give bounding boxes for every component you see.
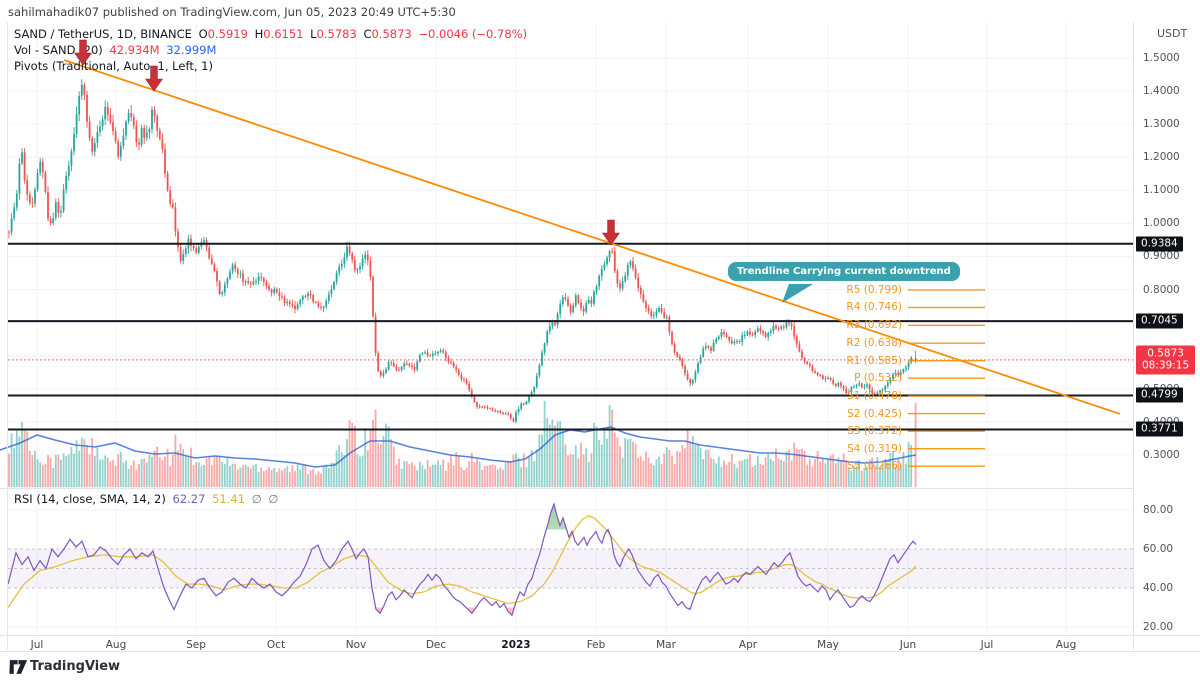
time-axis-label: Jul: [980, 639, 994, 651]
low-label: L: [310, 27, 317, 41]
trendline-callout[interactable]: Trendline Carrying current downtrend: [728, 262, 960, 281]
pivot-level-label: S1 (0.478): [847, 390, 902, 403]
gridlines: [8, 22, 1133, 635]
volume-value: 42.934M: [109, 43, 160, 57]
time-axis-label: Mar: [656, 639, 676, 651]
rsi-tick-label: 40.00: [1143, 582, 1174, 594]
open-value: 0.5919: [207, 27, 248, 41]
low-value: 0.5783: [316, 27, 357, 41]
legend-symbol-row[interactable]: SAND / TetherUS, 1D, BINANCE O0.5919 H0.…: [14, 27, 530, 41]
pivot-level-label: S4 (0.319): [847, 442, 902, 455]
price-tick-label: 1.4000: [1143, 85, 1180, 98]
rsi-ma-value: 51.41: [212, 492, 246, 506]
rsi-tick-label: 60.00: [1143, 543, 1174, 555]
legend-rsi-row[interactable]: RSI (14, close, SMA, 14, 2) 62.27 51.41 …: [14, 492, 281, 506]
pivot-level-label: P (0.532): [854, 372, 902, 385]
pivot-level-label: S2 (0.425): [847, 407, 902, 420]
price-tick-label: 1.3000: [1143, 118, 1180, 131]
time-axis-label: May: [817, 639, 839, 651]
time-axis-label: Oct: [266, 639, 286, 651]
high-label: H: [254, 27, 264, 41]
legend-volume-row[interactable]: Vol - SAND (20) 42.934M 32.999M: [14, 43, 219, 57]
price-scale-currency: USDT: [1157, 27, 1188, 40]
time-axis-label: Nov: [345, 639, 367, 651]
current-price-tag: 0.5873 08:39:15: [1136, 345, 1196, 375]
volume-ma-value: 32.999M: [166, 43, 217, 57]
time-axis-label: Dec: [425, 639, 447, 651]
rsi-empty-2: ∅: [268, 492, 279, 506]
time-axis-label: Feb: [586, 639, 606, 651]
rsi-line: [7, 502, 917, 617]
pivot-level-label: R5 (0.799): [846, 283, 902, 296]
price-level-tag: 0.7045: [1136, 313, 1183, 329]
symbol-title[interactable]: SAND / TetherUS, 1D, BINANCE: [14, 27, 192, 41]
price-tick-label: 0.9000: [1143, 250, 1180, 263]
rsi-tick-label: 80.00: [1143, 504, 1174, 516]
downtrend-trendline: [63, 59, 1121, 415]
change-value: −0.0046 (−0.78%): [418, 27, 528, 41]
price-tick-label: 0.8000: [1143, 283, 1180, 296]
footer-bar: TradingView: [0, 651, 1200, 681]
pivot-level-label: R2 (0.638): [846, 337, 902, 350]
rsi-tick-label: 20.00: [1143, 621, 1174, 633]
high-value: 0.6151: [263, 27, 304, 41]
time-axis-label: Aug: [1055, 639, 1077, 651]
time-axis-label: Jul: [30, 639, 44, 651]
candlesticks: [8, 79, 917, 424]
pivot-level-label: R4 (0.746): [846, 301, 902, 314]
price-tick-label: 0.3000: [1143, 448, 1180, 461]
time-axis-label: Aug: [105, 639, 127, 651]
pivots-label[interactable]: Pivots (Traditional, Auto, 1, Left, 1): [14, 59, 213, 73]
time-axis-label: Apr: [738, 639, 758, 651]
close-value: 0.5873: [371, 27, 412, 41]
volume-bars: [8, 400, 917, 487]
close-label: C: [363, 27, 372, 41]
price-tick-label: 1.1000: [1143, 184, 1180, 197]
rsi-value: 62.27: [172, 492, 206, 506]
rsi-label[interactable]: RSI (14, close, SMA, 14, 2): [14, 492, 166, 506]
pivot-level-label: R1 (0.585): [846, 354, 902, 367]
pivot-level-label: S5 (0.266): [847, 460, 902, 473]
price-tick-label: 1.2000: [1143, 151, 1180, 164]
price-tick-label: 1.0000: [1143, 217, 1180, 230]
pivot-level-label: R3 (0.692): [846, 319, 902, 332]
price-level-tag: 0.9384: [1136, 236, 1183, 252]
price-level-tag: 0.4799: [1136, 387, 1183, 403]
open-label: O: [198, 27, 208, 41]
current-price-value: 0.5873: [1147, 347, 1184, 360]
time-axis-label: 2023: [501, 639, 531, 651]
volume-label[interactable]: Vol - SAND (20): [14, 43, 103, 57]
price-level-tag: 0.3771: [1136, 421, 1183, 437]
legend-pivots-row[interactable]: Pivots (Traditional, Auto, 1, Left, 1): [14, 59, 216, 73]
volume-ma-line: [0, 426, 917, 468]
pivot-level-label: S3 (0.372): [847, 425, 902, 438]
tradingview-brand[interactable]: TradingView: [30, 659, 121, 674]
rsi-empty-1: ∅: [251, 492, 262, 506]
tradingview-logo-icon[interactable]: [9, 658, 28, 676]
price-tick-label: 1.5000: [1143, 52, 1180, 64]
bar-countdown: 08:39:15: [1142, 359, 1190, 372]
time-axis-label: Sep: [186, 639, 206, 651]
published-header: sahilmahadik07 published on TradingView.…: [8, 5, 456, 19]
time-axis-label: Jun: [899, 639, 917, 651]
